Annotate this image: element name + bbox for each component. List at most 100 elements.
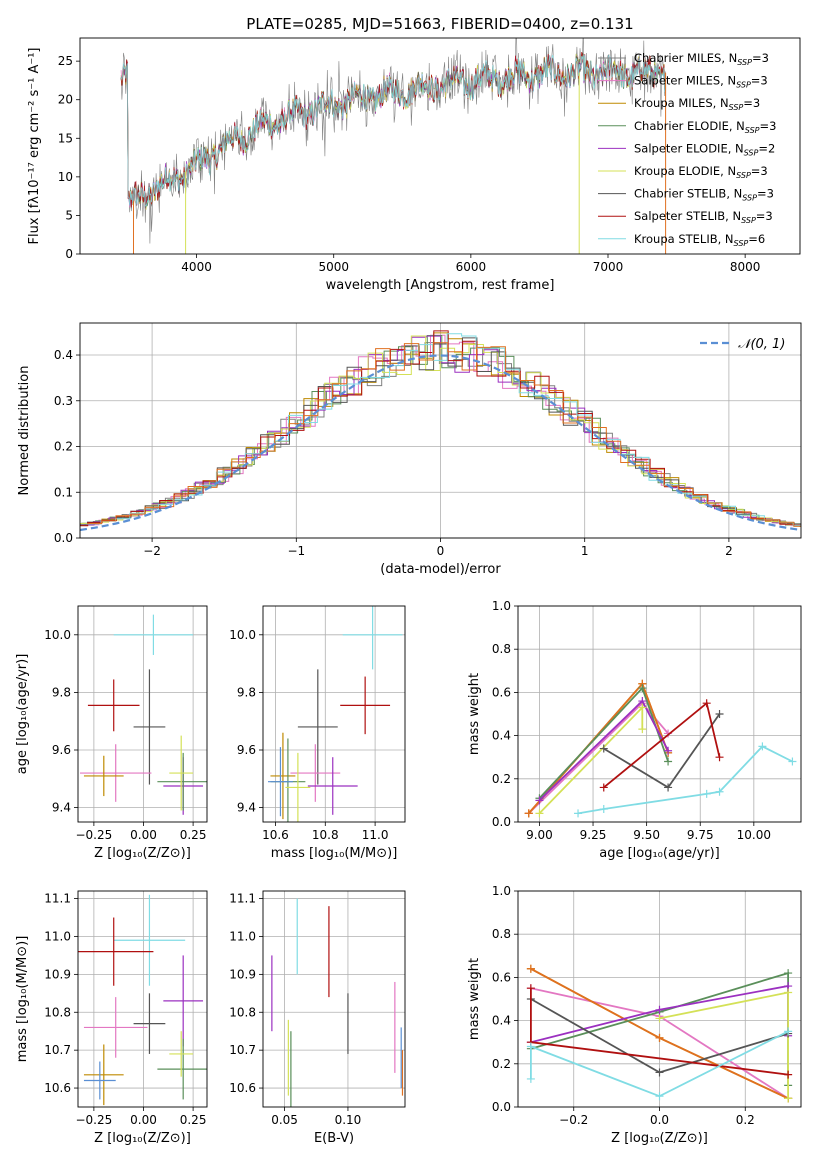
weight-line	[538, 705, 644, 815]
legend-label-tail: =3	[757, 187, 774, 201]
axes-frame: −0.25 0.00 0.25 9.4 9.6 9.8 10.0 Z [log₁₀(Z/Z⊙)…	[15, 605, 208, 861]
grid	[78, 606, 207, 822]
y-tick-label: 9.8	[52, 685, 71, 699]
y-tick-label: 10.7	[44, 1043, 71, 1057]
weight-vs-age-panel: 9.00 9.25 9.50 9.75 10.00 0.0 0.2 0.4 0.6 0.8 1.0 a…	[467, 599, 802, 861]
weight-marker	[655, 1092, 664, 1101]
x-tick-label: 5000	[318, 260, 349, 274]
plot-area	[271, 898, 404, 1107]
x-tick-label: −1	[287, 544, 305, 558]
x-tick-label: 4000	[181, 260, 212, 274]
x-tick-label: 9.25	[580, 828, 607, 842]
weight-marker	[702, 789, 711, 798]
y-tick-label: 0.6	[492, 685, 511, 699]
axes-border	[517, 605, 802, 823]
weight-marker	[758, 742, 767, 751]
legend-label-text: Chabrier MILES, N	[634, 51, 737, 65]
weight-marker	[788, 757, 797, 766]
x-tick-label: 0.25	[180, 1113, 207, 1127]
x-tick-label: 1	[581, 544, 589, 558]
spectrum-model-line	[120, 54, 666, 208]
weight-marker	[526, 984, 535, 993]
axes-frame: 10.6 10.8 11.0 9.4 9.6 9.8 10.0 mass [log₁₀(M/M…	[229, 605, 406, 861]
weight-marker	[655, 1005, 664, 1014]
plot-area	[267, 606, 403, 822]
axes-border	[262, 890, 406, 1108]
x-axis-label: wavelength [Angstrom, rest frame]	[326, 278, 555, 293]
plot-area	[78, 894, 207, 1106]
plot-area	[120, 38, 667, 254]
weight-marker	[574, 809, 583, 818]
y-tick-label: 10.6	[44, 1081, 71, 1095]
residuals-panel: −2 −1 0 1 2 0.0 0.1 0.2 0.3 0.4 (data-model)/error…	[17, 322, 802, 577]
y-tick-label: 0	[65, 247, 73, 261]
y-tick-label: 0.4	[492, 1014, 511, 1028]
y-tick-label: 1.0	[492, 599, 511, 613]
legend-label-sub: SSP	[729, 103, 744, 112]
weight-marker	[784, 1070, 793, 1079]
weight-line	[659, 991, 789, 1099]
weight-marker	[715, 787, 724, 796]
y-tick-label: 25	[58, 54, 73, 68]
y-axis-label: Flux [fλ10⁻¹⁷ erg cm⁻² s⁻¹ A⁻¹]	[27, 48, 42, 245]
grid	[263, 606, 405, 822]
x-axis-label: Z [log₁₀(Z/Z⊙)]	[94, 846, 191, 861]
y-tick-label: 0.8	[492, 642, 511, 656]
x-tick-label: 0	[437, 544, 445, 558]
legend-label-text: Salpeter MILES, N	[634, 74, 736, 88]
x-axis-label: age [log₁₀(age/yr)]	[599, 846, 720, 861]
y-tick-label: 10	[58, 170, 73, 184]
weight-marker	[526, 1074, 535, 1083]
y-tick-label: 11.0	[229, 929, 256, 943]
y-axis-label: Normed distribution	[17, 366, 32, 496]
legend-label: Chabrier MILES, NSSP=3	[634, 51, 769, 67]
normal-curve	[80, 354, 801, 532]
x-tick-label: −0.2	[559, 1113, 588, 1127]
plot-area	[80, 330, 801, 532]
weight-marker	[638, 725, 647, 734]
legend-label: Kroupa ELODIE, NSSP=3	[634, 164, 768, 180]
weight-marker	[599, 805, 608, 814]
y-tick-label: 11.0	[44, 929, 71, 943]
x-axis-label: Z [log₁₀(Z/Z⊙)]	[94, 1131, 191, 1146]
y-tick-label: 0.3	[54, 394, 73, 408]
weight-marker	[535, 809, 544, 818]
x-tick-label: 10.6	[262, 828, 289, 842]
x-tick-label: 6000	[456, 260, 487, 274]
y-axis-label: mass [log₁₀(M/M⊙)]	[15, 936, 30, 1063]
legend-label-tail: =3	[743, 96, 760, 110]
weight-marker	[599, 783, 608, 792]
legend-label-tail: =3	[756, 209, 773, 223]
y-tick-label: 0.2	[54, 440, 73, 454]
x-tick-label: 0.05	[271, 1113, 298, 1127]
y-tick-label: 10.9	[44, 967, 71, 981]
plot-area	[526, 964, 793, 1103]
x-tick-label: 2	[725, 544, 733, 558]
x-tick-label: 7000	[593, 260, 624, 274]
x-tick-label: −2	[143, 544, 161, 558]
y-tick-label: 10.8	[229, 1005, 256, 1019]
weight-marker	[655, 1014, 664, 1023]
y-tick-label: 20	[58, 93, 73, 107]
y-tick-label: 9.4	[52, 801, 71, 815]
axes-frame: 4000 5000 6000 7000 8000 0 5 10 15 20 25 wavelength…	[27, 37, 801, 293]
legend-label: Kroupa STELIB, NSSP=6	[634, 232, 765, 248]
spectrum-panel: 4000 5000 6000 7000 8000 0 5 10 15 20 25 wavelength…	[27, 37, 801, 293]
grid	[263, 891, 405, 1107]
legend-label-text: Kroupa MILES, N	[634, 96, 729, 110]
age-vs-mass-panel: 10.6 10.8 11.0 9.4 9.6 9.8 10.0 mass [log₁₀(M/M…	[229, 605, 406, 861]
y-tick-label: 0.0	[54, 531, 73, 545]
spectrum-data-line	[120, 38, 666, 244]
x-tick-label: 0.0	[650, 1113, 669, 1127]
weight-marker	[664, 757, 673, 766]
y-axis-label: age [log₁₀(age/yr)]	[15, 654, 30, 775]
legend-label-text: Kroupa STELIB, N	[634, 232, 734, 246]
axes-border	[79, 322, 802, 539]
legend-label-tail: =3	[751, 74, 768, 88]
x-tick-label: 10.00	[737, 828, 771, 842]
weight-line	[528, 701, 669, 815]
legend-label-sub: SSP	[741, 216, 756, 225]
axes-border	[77, 890, 208, 1108]
legend-label: Chabrier STELIB, NSSP=3	[634, 187, 774, 203]
legend-label-sub: SSP	[742, 194, 757, 203]
